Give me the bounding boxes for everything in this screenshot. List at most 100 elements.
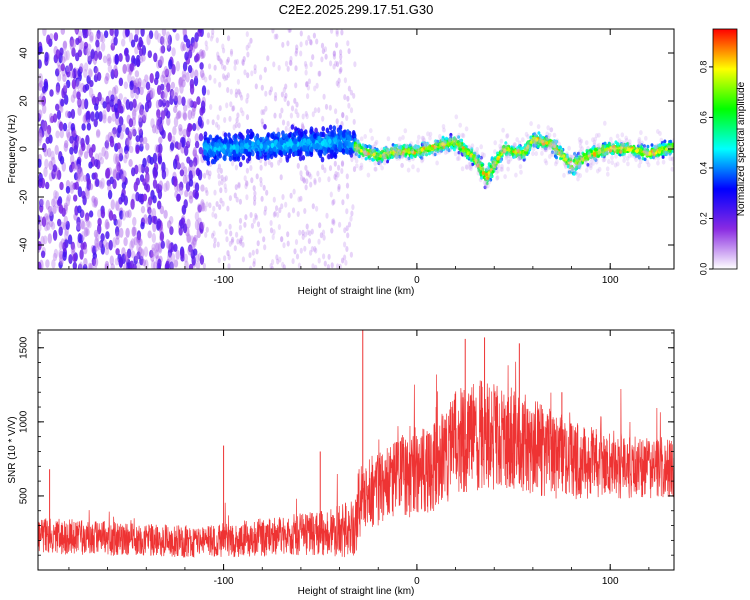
spectrogram-cell [205,226,209,233]
spectrogram-cell [254,212,258,219]
spectrogram-cell [63,142,68,152]
spectrogram-cell [104,247,110,256]
spectrogram-cell [78,40,84,51]
spectrogram-cell [147,50,152,59]
spectrogram-cell [345,246,349,252]
spectrogram-cell [252,185,256,192]
spectrogram-cell [168,242,173,253]
spectrogram-cell [260,195,264,202]
spectrogram-cell [289,192,293,199]
spectrogram-cell [219,58,223,65]
spectrogram-cell [209,150,213,156]
spectrogram-cell [484,177,488,183]
spectrogram-cell [287,29,291,33]
spectrogram-cell [353,61,357,68]
spectrogram-cell [400,162,404,168]
spectrogram-cell [305,151,309,157]
spectrogram-cell [186,218,191,229]
spectrogram-cell [234,184,238,191]
spectrogram-cell [343,94,347,101]
spectrogram-cell [250,70,254,77]
spectrogram-cell [48,160,53,171]
spectrogram-cell [84,215,89,223]
spectrogram-cell [55,68,60,77]
spectrogram-cell [85,47,90,56]
spectrogram-cell [531,146,536,152]
spectrogram-cell [293,131,297,137]
spectrogram-cell [93,172,98,180]
spectrogram-cell [58,241,64,250]
spectrogram-cell [248,252,252,259]
spectrogram-cell [69,184,75,194]
spectrogram-cell [594,148,598,152]
spectrogram-cell [241,58,245,65]
spectrogram-cell [76,172,81,183]
spectrogram-cell [76,91,81,100]
spectrogram-cell [85,219,91,228]
spectrogram-cell [169,95,174,106]
spectrogram-cell [339,53,343,60]
spectrogram-cell [77,49,83,58]
spectrogram-cell [269,263,273,269]
spectrogram-cell [335,80,339,87]
spectrogram-cell [467,144,471,150]
spectrogram-cell [312,32,316,39]
spectrogram-cell [97,152,103,161]
spectrogram-cell [208,74,212,81]
spectrogram-cell [331,199,335,206]
spectrogram-cell [240,94,244,101]
spectrogram-cell [401,135,405,140]
spectrogram-cell [213,64,217,71]
spectrogram-cell [215,37,219,44]
spectrogram-cell [262,236,266,243]
spectrogram-cell [614,153,618,159]
spectrogram-cell [192,149,197,157]
spectrogram-cell [348,149,353,155]
spectrogram-cell [88,69,94,78]
spectrogram-cell [186,137,192,145]
spectrogram-cell [323,167,327,174]
spectrogram-cell [244,143,249,150]
spectrogram-cell [254,83,258,90]
spectrogram-cell [300,175,304,182]
spectrogram-cell [609,136,613,142]
spectrogram-cell [38,82,43,91]
spectrogram-cell [45,259,50,268]
spectrogram-cell [194,133,199,143]
spectrogram-cell [228,240,232,247]
spectrogram-cell [213,237,217,244]
spectrogram-cell [151,243,156,251]
spectrogram-cell [71,47,76,58]
spectrogram-cell [262,109,266,115]
spectrogram-cell [349,107,354,114]
spectrogram-cell [338,129,343,136]
spectrogram-cell [503,148,507,154]
spectrogram-cell [521,137,525,143]
spectrogram-cell [310,228,314,235]
spectrogram-cell [427,145,431,150]
spectrogram-cell [178,123,183,132]
spectrogram-cell [102,101,107,109]
spectrogram-cell [105,167,111,179]
spectrogram-cell [115,226,120,237]
spectrogram-cell [156,59,161,69]
spectrogram-cell [155,70,160,80]
spectrogram-cell [176,110,182,119]
spectrogram-cell [606,148,610,154]
spectrogram-cell [299,41,303,48]
spectrogram-cell [309,61,313,68]
spectrogram-cell [468,161,473,167]
spectrogram-cell [166,110,171,119]
spectrogram-cell [313,177,317,184]
spectrogram-cell [237,181,241,188]
spectrogram-cell [192,237,197,246]
spectrogram-cell [272,196,276,203]
spectrogram-cell [112,168,117,180]
spectrogram-cell [139,86,144,96]
spectrogram-cell [252,217,256,224]
spectrogram-cell [278,256,282,263]
spectrogram-cell [83,257,88,267]
spectrogram-cell [622,158,626,163]
spectrogram-cell [246,93,250,99]
